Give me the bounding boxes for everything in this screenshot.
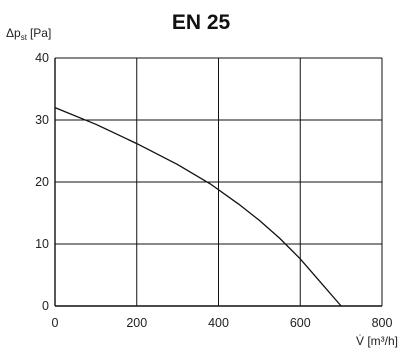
y-tick-label: 0	[42, 299, 49, 313]
y-axis-label-symbol: Δp	[6, 26, 21, 40]
x-tick-label: 600	[290, 316, 311, 330]
x-tick-label: 400	[208, 316, 229, 330]
y-axis-label-subscript: st	[21, 33, 28, 42]
x-tick-label: 200	[126, 316, 147, 330]
y-axis-label-unit: [Pa]	[30, 26, 51, 40]
grid	[54, 57, 383, 307]
chart-title: EN 25	[172, 11, 231, 34]
y-tick-label: 40	[35, 51, 49, 65]
x-axis-label: V̇ [m³/h]	[356, 334, 398, 348]
tick-labels: 0 200 400 600 800 0 10 20 30 40	[35, 51, 392, 330]
y-axis-label: Δpst [Pa]	[6, 26, 51, 42]
y-tick-label: 30	[35, 113, 49, 127]
y-tick-label: 20	[35, 175, 49, 189]
data-line	[54, 106, 342, 307]
x-tick-label: 0	[52, 316, 59, 330]
y-tick-label: 10	[35, 237, 49, 251]
x-tick-label: 800	[372, 316, 393, 330]
